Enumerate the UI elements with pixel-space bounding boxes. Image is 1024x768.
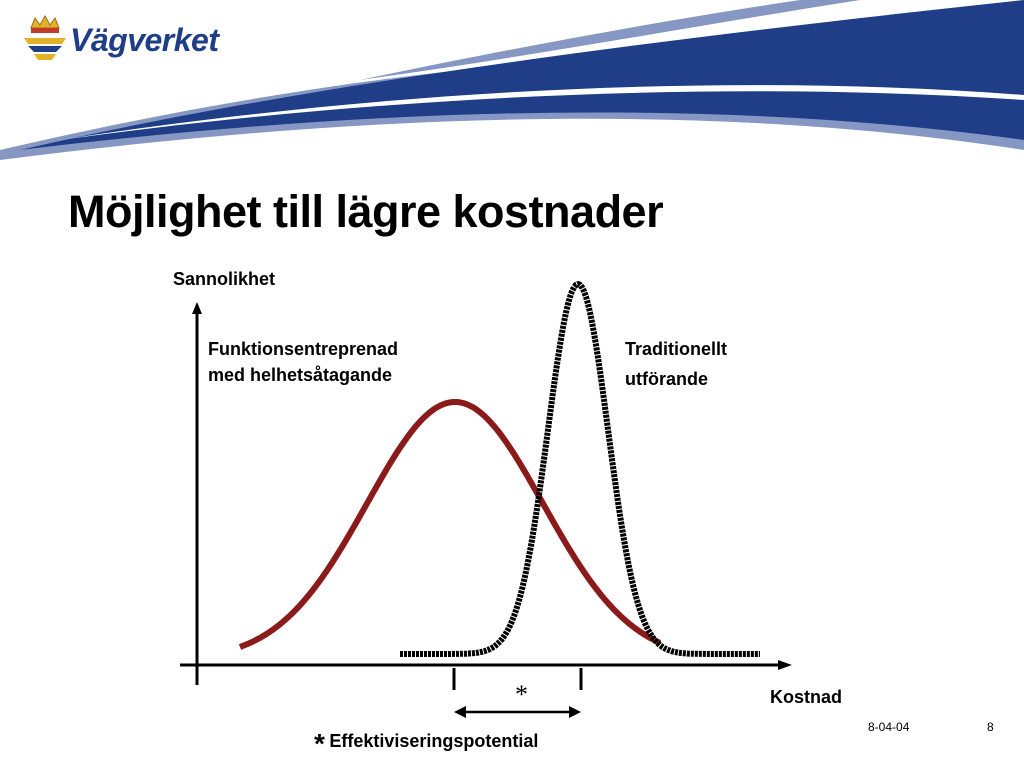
footnote-text: Effektiviseringspotential [329,731,539,751]
curve-functional-contract [238,399,662,650]
page-number: 8 [987,720,994,734]
curve-wide-label: Funktionsentreprenad med helhetsåtagande [208,336,398,388]
curve-narrow-label-line2: utförande [625,369,708,389]
crown-logo-icon [24,14,66,60]
header-swoosh [0,0,1024,160]
swoosh-white-stripe [60,85,1024,140]
curve-wide-label-line1: Funktionsentreprenad [208,339,399,359]
gap-marker: * [515,680,528,709]
curve-narrow-label: Traditionellt utförande [625,334,727,394]
footnote: * Effektiviseringspotential [314,728,538,760]
brand-name: Vägverket [70,22,219,58]
gap-arrow-head-left [454,706,466,718]
y-axis-arrow [192,302,202,314]
curve-wide-label-line2: med helhetsåtagande [208,365,393,385]
x-axis-arrow [778,660,792,670]
footnote-marker: * [314,728,325,759]
curve-narrow-label-line1: Traditionellt [625,339,728,359]
footer-date: 8-04-04 [868,720,910,734]
gap-arrow-head-right [569,706,581,718]
y-axis-label: Sannolikhet [173,269,276,289]
slide-title: Möjlighet till lägre kostnader [68,186,664,237]
swoosh-top-light-band [360,0,860,80]
x-axis-label: Kostnad [770,687,842,707]
curve-traditional [399,281,761,657]
